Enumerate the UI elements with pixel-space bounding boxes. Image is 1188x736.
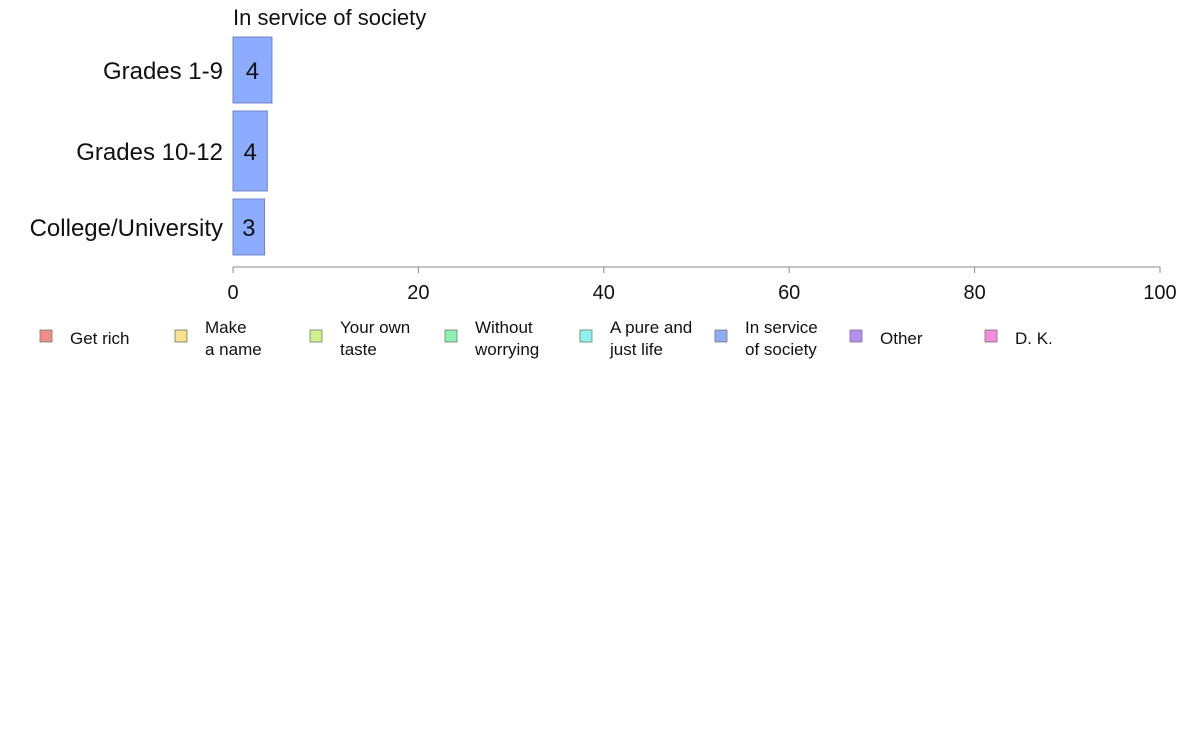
legend-swatch — [309, 329, 323, 343]
legend-swatch — [579, 329, 593, 343]
legend-swatch — [714, 329, 728, 343]
legend: Get rich Make a name Your own taste Without wo… — [39, 318, 1053, 359]
legend-label: Other — [880, 329, 923, 348]
x-tick-label: 40 — [593, 282, 615, 304]
legend-label: Without worrying — [474, 318, 539, 359]
legend-label: A pure and just life — [609, 318, 692, 359]
legend-label: D. K. — [1015, 329, 1053, 348]
legend-swatch — [174, 329, 188, 343]
x-tick-label: 20 — [407, 282, 429, 304]
bar — [232, 110, 268, 192]
category-label: Grades 10-12 — [76, 139, 223, 166]
x-tick-label: 60 — [778, 282, 800, 304]
legend-label: In service of society — [745, 318, 818, 359]
data-label: 4 — [246, 58, 259, 85]
chart-title: In service of society — [233, 5, 426, 30]
legend-swatch — [984, 329, 998, 343]
bar — [232, 36, 273, 104]
x-tick-label: 80 — [963, 282, 985, 304]
legend-label: Get rich — [70, 329, 130, 348]
legend-label: Make a name — [205, 318, 262, 359]
bars-layer: 4 Grades 1-9 4 Grades 10-12 3 College/Univers… — [30, 36, 273, 256]
data-label: 4 — [243, 139, 256, 166]
legend-swatch — [39, 329, 53, 343]
x-tick-label: 100 — [1143, 282, 1176, 304]
legend-swatch — [849, 329, 863, 343]
legend-swatch — [444, 329, 458, 343]
bar — [232, 198, 266, 256]
legend-label: Your own taste — [340, 318, 410, 359]
data-label: 3 — [242, 215, 255, 242]
x-tick-label: 0 — [227, 282, 238, 304]
x-axis: 0 20 40 60 80 100 — [227, 266, 1177, 304]
category-label: College/University — [30, 215, 223, 242]
category-label: Grades 1-9 — [103, 58, 223, 85]
